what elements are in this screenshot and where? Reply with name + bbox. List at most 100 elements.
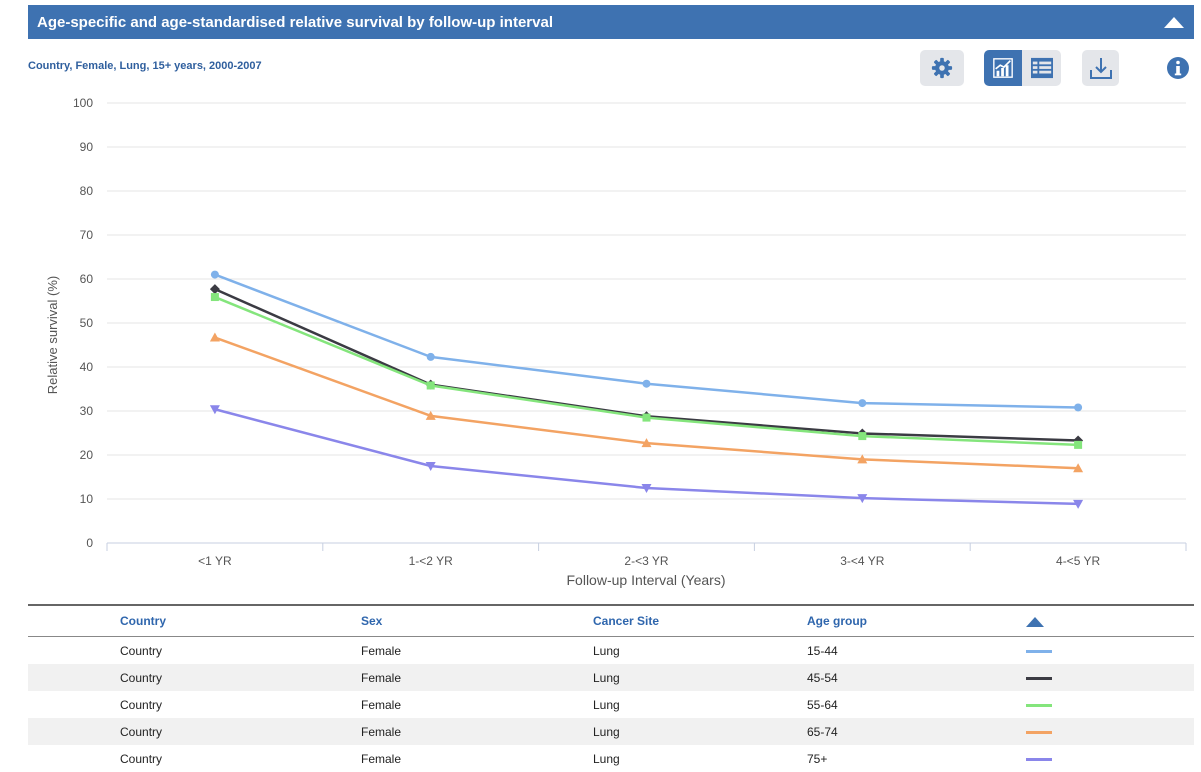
y-tick-label: 90 [80,140,94,154]
x-tick-label: 2-<3 YR [624,554,668,568]
x-tick-label: <1 YR [198,554,232,568]
triangle-up-icon [1164,17,1184,28]
line-chart-icon [993,58,1013,78]
column-header-age-group[interactable]: Age group [735,604,956,637]
data-point[interactable] [210,293,219,302]
download-icon [1089,58,1112,79]
data-point[interactable] [209,284,220,295]
data-point[interactable] [641,484,652,493]
y-tick-label: 100 [73,96,93,110]
legend-cell-site: Lung [498,664,735,691]
legend-cell-country: Country [120,643,163,658]
y-tick-label: 50 [80,316,94,330]
data-point[interactable] [1074,403,1083,412]
table-icon [1030,57,1053,79]
line-chart: 0 10 20 30 40 50 60 70 80 90 100 <1 YR 1-<2 YR 2-<3 Y… [45,96,1187,588]
data-point[interactable] [209,332,220,342]
legend-cell-sex: Female [261,664,498,691]
x-tick-label: 1-<2 YR [409,554,453,568]
series-line[interactable] [214,295,1079,447]
data-point[interactable] [425,462,436,471]
data-point[interactable] [641,438,652,448]
data-point[interactable] [425,410,436,420]
chart-view-button[interactable] [984,50,1022,86]
settings-button[interactable] [920,50,964,86]
data-point[interactable] [642,379,651,388]
legend-cell-age: 75+ [807,751,828,766]
panel-title: Age-specific and age-standardised relati… [37,14,553,31]
column-header-sex[interactable]: Sex [261,604,498,637]
legend-cell-age: 65-74 [735,718,956,745]
legend-cell-site: Lung [593,643,620,658]
legend-cell-age: 15-44 [807,643,838,658]
y-tick-label: 0 [86,536,93,550]
panel-header: Age-specific and age-standardised relati… [28,5,1194,39]
table-view-button[interactable] [1022,50,1061,86]
series-15-44 [210,270,1083,412]
legend-cell-country: Country [28,664,261,691]
legend-cell-sex: Female [361,697,402,712]
y-axis-label: Relative survival (%) [45,276,60,394]
data-point[interactable] [857,454,868,464]
data-point[interactable] [858,432,867,441]
collapse-panel-button[interactable] [1164,15,1184,29]
series-legend-table: Country Sex Cancer Site Age group Countr… [28,604,1194,772]
y-tick-label: 30 [80,404,94,418]
download-button[interactable] [1082,50,1119,86]
view-toggle [984,50,1061,86]
legend-row: Country Female Lung 75+ [28,745,1194,772]
legend-cell-color [956,637,1194,665]
legend-swatch [1026,649,1052,653]
triangle-up-icon [1026,616,1044,627]
legend-cell-site: Lung [593,751,620,766]
legend-cell-site: Lung [498,718,735,745]
legend-cell-color [956,691,1194,718]
info-icon[interactable] [1166,56,1190,80]
data-point[interactable] [857,494,868,504]
x-axis-label: Follow-up Interval (Years) [567,572,726,588]
y-tick-label: 10 [80,492,94,506]
data-point[interactable] [1073,499,1084,509]
legend-swatch [1026,676,1052,680]
legend-cell-country: Country [28,718,261,745]
legend-cell-age: 55-64 [807,697,838,712]
legend-swatch [1026,730,1052,734]
series-65-74 [209,332,1084,473]
data-point[interactable] [209,405,220,415]
data-point[interactable] [210,270,219,279]
gear-icon [931,57,953,79]
data-point[interactable] [858,399,867,408]
series-55-64 [210,293,1083,449]
y-tick-label: 80 [80,184,94,198]
legend-row: Country Female Lung 65-74 [28,718,1194,745]
legend-cell-sex: Female [261,718,498,745]
series-75+ [209,405,1084,509]
series-line[interactable] [214,336,1079,470]
column-header-country[interactable]: Country [28,604,261,637]
data-point[interactable] [1073,463,1084,473]
legend-cell-color [956,745,1194,772]
column-header-cancer-site[interactable]: Cancer Site [498,604,735,637]
x-tick-label: 3-<4 YR [840,554,884,568]
legend-row: Country Female Lung 45-54 [28,664,1194,691]
x-tick-label: 4-<5 YR [1056,554,1100,568]
y-tick-label: 40 [80,360,94,374]
legend-cell-sex: Female [361,643,402,658]
y-tick-label: 70 [80,228,94,242]
legend-cell-color [956,718,1194,745]
legend-cell-country: Country [120,697,163,712]
legend-row: Country Female Lung 15-44 [28,637,1194,665]
legend-cell-age: 45-54 [735,664,956,691]
y-tick-label: 20 [80,448,94,462]
data-point[interactable] [426,381,435,390]
data-point[interactable] [642,413,651,422]
chart-subtitle: Country, Female, Lung, 15+ years, 2000-2… [28,60,262,72]
legend-cell-color [956,664,1194,691]
data-point[interactable] [1074,440,1083,449]
data-point[interactable] [426,352,435,361]
legend-cell-country: Country [120,751,163,766]
legend-header-row: Country Sex Cancer Site Age group [28,604,1194,637]
legend-cell-sex: Female [361,751,402,766]
column-header-sort[interactable] [956,604,1194,637]
y-tick-label: 60 [80,272,94,286]
